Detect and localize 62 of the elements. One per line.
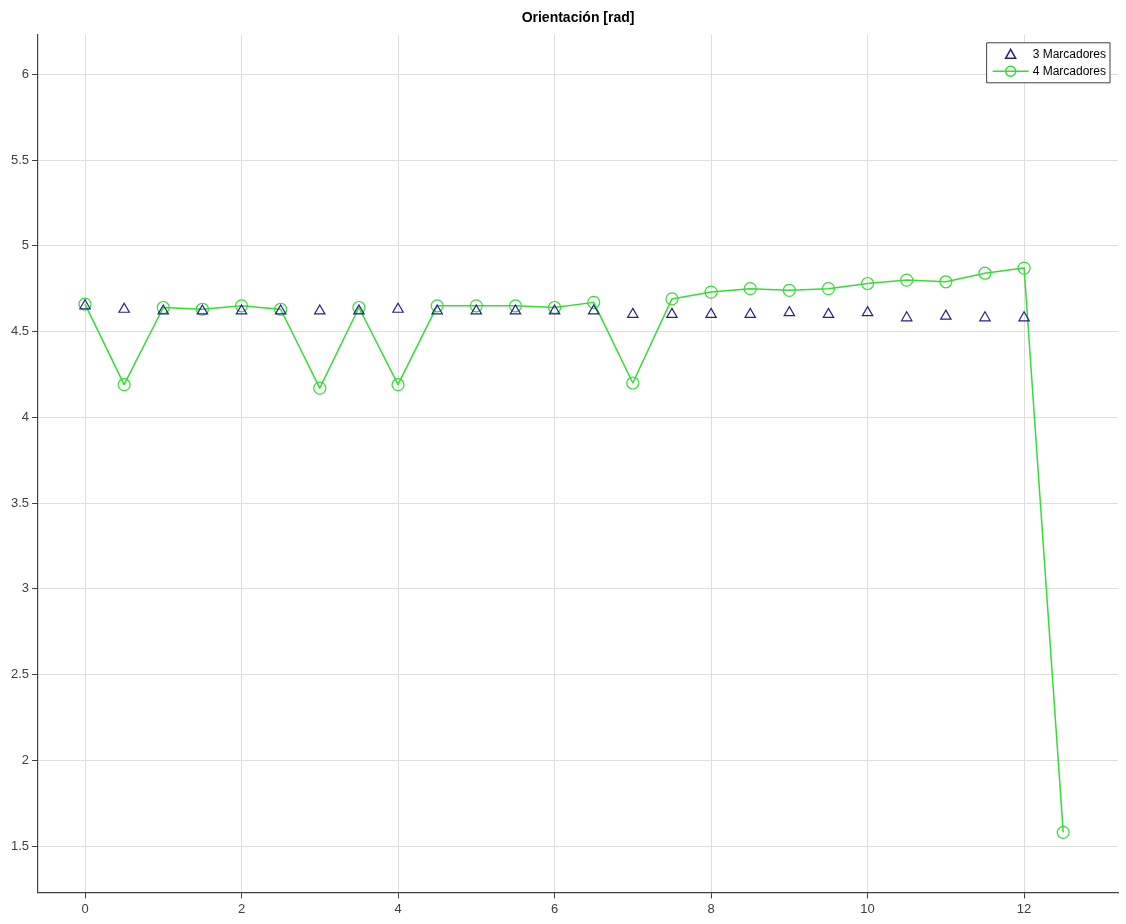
point	[353, 304, 365, 315]
x-tick-label: 2	[237, 900, 246, 916]
point	[743, 282, 757, 296]
x-tick-label: 4	[394, 900, 402, 916]
point	[392, 302, 404, 313]
y-tick-label: 2.5	[10, 666, 30, 682]
point	[157, 304, 170, 315]
x-tick-label: 10	[860, 900, 875, 916]
y-tick-label: 6	[21, 65, 30, 81]
y-tick-label: 3.5	[10, 494, 30, 510]
point	[587, 304, 600, 315]
point	[822, 307, 835, 318]
point	[665, 292, 679, 306]
point	[430, 299, 444, 313]
y-tick-label: 5.5	[10, 151, 30, 167]
point	[1018, 311, 1030, 322]
legend-label: 4 Marcadores	[1032, 63, 1107, 78]
y-tick-label: 4.5	[10, 323, 30, 339]
point	[900, 273, 914, 287]
point	[939, 275, 953, 289]
point	[860, 276, 875, 291]
x-tick-label: 8	[707, 900, 715, 916]
y-tick-label: 1.5	[10, 837, 30, 853]
point	[508, 299, 523, 313]
x-tick-label: 12	[1016, 900, 1032, 916]
point	[1017, 261, 1031, 275]
y-tick-label: 4	[21, 408, 30, 424]
y-tick-label: 5	[21, 237, 30, 253]
point	[626, 376, 640, 390]
point	[118, 302, 130, 313]
y-tick-label: 2	[21, 751, 30, 767]
point	[1056, 825, 1070, 839]
point	[314, 304, 326, 315]
point	[821, 282, 836, 296]
y-tick-label: 3	[21, 580, 30, 596]
legend-label: 3 Marcadores	[1032, 46, 1107, 61]
point	[704, 285, 718, 299]
point	[391, 378, 405, 392]
point	[431, 304, 443, 315]
point	[509, 304, 522, 315]
point	[978, 266, 992, 280]
point	[744, 307, 756, 318]
point	[783, 306, 796, 317]
x-tick-label: 0	[81, 900, 89, 916]
chart-title: Orientación [rad]	[521, 9, 635, 26]
point	[705, 307, 717, 318]
point	[979, 311, 991, 322]
point	[627, 307, 639, 318]
x-tick-label: 6	[550, 900, 559, 916]
point	[234, 299, 249, 313]
point	[313, 381, 327, 395]
point	[469, 299, 483, 313]
point	[861, 306, 874, 317]
point	[235, 304, 248, 315]
point	[117, 378, 131, 392]
point	[470, 304, 483, 315]
point	[940, 309, 952, 320]
point	[782, 283, 796, 297]
point	[587, 295, 601, 309]
point	[666, 307, 678, 318]
point	[900, 311, 913, 322]
point	[548, 304, 561, 315]
